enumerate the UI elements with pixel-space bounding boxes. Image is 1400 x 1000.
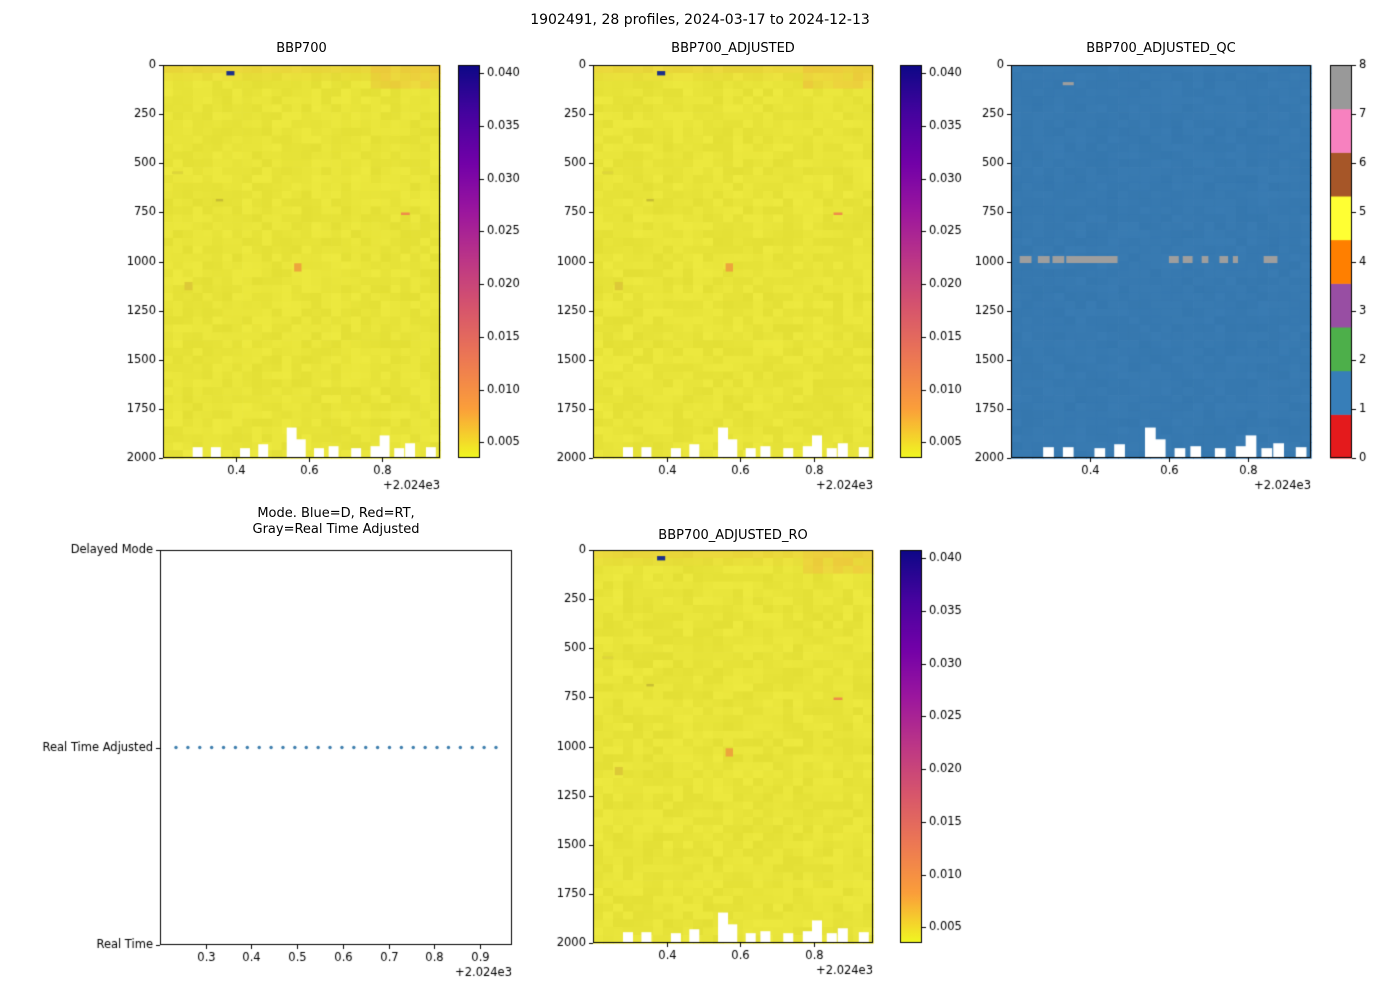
figure-title: 1902491, 28 profiles, 2024-03-17 to 2024…	[530, 12, 870, 28]
panel-title-mode-line2: Gray=Real Time Adjusted	[252, 522, 420, 537]
panel-title-bbp700-adjusted-ro: BBP700_ADJUSTED_RO	[658, 528, 808, 543]
panel-title-bbp700-adjusted-qc: BBP700_ADJUSTED_QC	[1086, 41, 1236, 56]
panel-title-mode: Mode. Blue=D, Red=RT, Gray=Real Time Adj…	[160, 506, 512, 538]
panel-title-mode-line1: Mode. Blue=D, Red=RT,	[257, 506, 415, 521]
panel-title-bbp700: BBP700	[276, 41, 327, 56]
panel-title-bbp700-adjusted: BBP700_ADJUSTED	[671, 41, 795, 56]
